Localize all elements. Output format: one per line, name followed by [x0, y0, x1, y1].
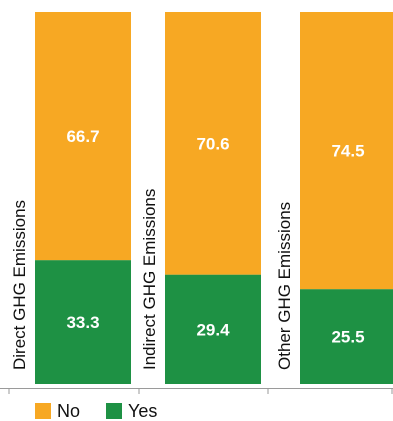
category-label-other-ghg-emissions: Other GHG Emissions — [275, 202, 294, 370]
bar-no-indirect-ghg-emissions — [165, 12, 261, 275]
legend: No Yes — [35, 401, 157, 421]
data-label-yes-other-ghg-emissions: 25.5 — [331, 328, 364, 347]
bar-yes-other-ghg-emissions — [300, 289, 393, 384]
legend-swatch-yes — [106, 403, 122, 419]
bar-no-direct-ghg-emissions — [35, 12, 131, 261]
x-axis-group — [0, 388, 393, 394]
data-label-no-indirect-ghg-emissions: 70.6 — [196, 134, 229, 153]
legend-label-no: No — [57, 401, 80, 421]
data-label-no-other-ghg-emissions: 74.5 — [331, 142, 364, 161]
category-label-indirect-ghg-emissions: Indirect GHG Emissions — [140, 189, 159, 370]
bar-no-other-ghg-emissions — [300, 12, 393, 290]
category-labels-group: Direct GHG Emissions Indirect GHG Emissio… — [10, 189, 294, 370]
data-label-yes-direct-ghg-emissions: 33.3 — [66, 313, 99, 332]
data-label-no-direct-ghg-emissions: 66.7 — [66, 127, 99, 146]
data-label-yes-indirect-ghg-emissions: 29.4 — [196, 320, 230, 339]
bar-yes-direct-ghg-emissions — [35, 260, 131, 384]
category-label-direct-ghg-emissions: Direct GHG Emissions — [10, 200, 29, 370]
legend-label-yes: Yes — [128, 401, 157, 421]
bars-group: 33.3 66.7 29.4 70.6 25.5 74.5 — [35, 12, 393, 384]
legend-swatch-no — [35, 403, 51, 419]
bar-yes-indirect-ghg-emissions — [165, 274, 261, 384]
